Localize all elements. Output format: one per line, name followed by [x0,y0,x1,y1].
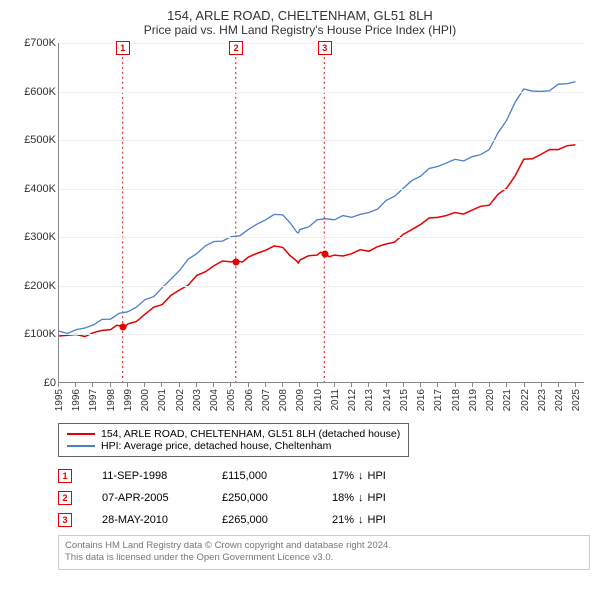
x-tickmark [248,383,249,387]
x-tickmark [58,383,59,387]
event-row: 3 28-MAY-2010 £265,000 21% ↓ HPI [58,513,590,527]
x-tickmark [472,383,473,387]
event-diff: 17% ↓ HPI [332,470,386,482]
x-tickmark [524,383,525,387]
chart-title: 154, ARLE ROAD, CHELTENHAM, GL51 8LH [10,8,590,23]
sale-point [321,251,328,258]
x-tickmark [317,383,318,387]
event-marker: 3 [58,513,72,527]
chart-subtitle: Price paid vs. HM Land Registry's House … [10,23,590,37]
x-tickmark [403,383,404,387]
event-diff: 18% ↓ HPI [332,492,386,504]
x-tickmark [196,383,197,387]
x-axis: 1995199619971998199920002001200220032004… [58,383,584,413]
x-tickmark [368,383,369,387]
chart-area: £0£100K£200K£300K£400K£500K£600K£700K 12… [58,43,584,413]
legend-row: 154, ARLE ROAD, CHELTENHAM, GL51 8LH (de… [67,428,400,440]
chart-container: 154, ARLE ROAD, CHELTENHAM, GL51 8LH Pri… [0,0,600,576]
x-tickmark [420,383,421,387]
x-tickmark [506,383,507,387]
x-tickmark [144,383,145,387]
legend-row: HPI: Average price, detached house, Chel… [67,440,400,452]
event-table: 1 11-SEP-1998 £115,000 17% ↓ HPI 2 07-APR-200… [58,469,590,527]
x-tickmark [437,383,438,387]
x-tickmark [179,383,180,387]
x-tickmark [110,383,111,387]
y-tick-label: £700K [24,37,56,49]
y-tick-label: £500K [24,134,56,146]
x-tickmark [265,383,266,387]
y-tick-label: £0 [44,377,56,389]
event-marker-box: 3 [318,41,332,55]
x-tickmark [575,383,576,387]
x-tickmark [213,383,214,387]
x-tickmark [541,383,542,387]
event-marker: 2 [58,491,72,505]
event-row: 1 11-SEP-1998 £115,000 17% ↓ HPI [58,469,590,483]
event-marker: 1 [58,469,72,483]
x-tickmark [161,383,162,387]
y-tick-label: £400K [24,183,56,195]
event-row: 2 07-APR-2005 £250,000 18% ↓ HPI [58,491,590,505]
x-tickmark [351,383,352,387]
x-tickmark [455,383,456,387]
event-diff: 21% ↓ HPI [332,514,386,526]
y-tick-label: £600K [24,86,56,98]
x-tickmark [299,383,300,387]
gridline-h [59,286,584,287]
x-tickmark [558,383,559,387]
gridline-h [59,189,584,190]
arrow-down-icon: ↓ [358,470,364,482]
gridline-h [59,334,584,335]
footer-line2: This data is licensed under the Open Gov… [65,552,583,564]
x-tickmark [127,383,128,387]
y-axis: £0£100K£200K£300K£400K£500K£600K£700K [10,43,56,383]
arrow-down-icon: ↓ [358,514,364,526]
event-date: 28-MAY-2010 [102,514,192,526]
legend-swatch [67,433,95,435]
series-line [59,82,575,334]
event-date: 11-SEP-1998 [102,470,192,482]
legend: 154, ARLE ROAD, CHELTENHAM, GL51 8LH (de… [58,423,409,457]
footer-attribution: Contains HM Land Registry data © Crown c… [58,535,590,570]
sale-point [233,258,240,265]
footer-line1: Contains HM Land Registry data © Crown c… [65,540,583,552]
arrow-down-icon: ↓ [358,492,364,504]
line-series [59,43,584,382]
y-tick-label: £100K [24,328,56,340]
legend-label: HPI: Average price, detached house, Chel… [101,440,331,452]
y-tick-label: £200K [24,280,56,292]
x-tickmark [75,383,76,387]
gridline-h [59,140,584,141]
legend-swatch [67,445,95,447]
event-price: £265,000 [222,514,302,526]
gridline-h [59,237,584,238]
plot-area: 1 2 3 [58,43,584,383]
y-tick-label: £300K [24,231,56,243]
x-tickmark [230,383,231,387]
x-tickmark [282,383,283,387]
event-price: £250,000 [222,492,302,504]
event-price: £115,000 [222,470,302,482]
event-date: 07-APR-2005 [102,492,192,504]
x-tickmark [386,383,387,387]
x-tickmark [489,383,490,387]
x-tickmark [334,383,335,387]
legend-label: 154, ARLE ROAD, CHELTENHAM, GL51 8LH (de… [101,428,400,440]
event-marker-box: 2 [229,41,243,55]
x-tickmark [92,383,93,387]
gridline-h [59,92,584,93]
x-tick-label: 2025 [571,389,595,411]
sale-point [119,324,126,331]
event-marker-box: 1 [116,41,130,55]
